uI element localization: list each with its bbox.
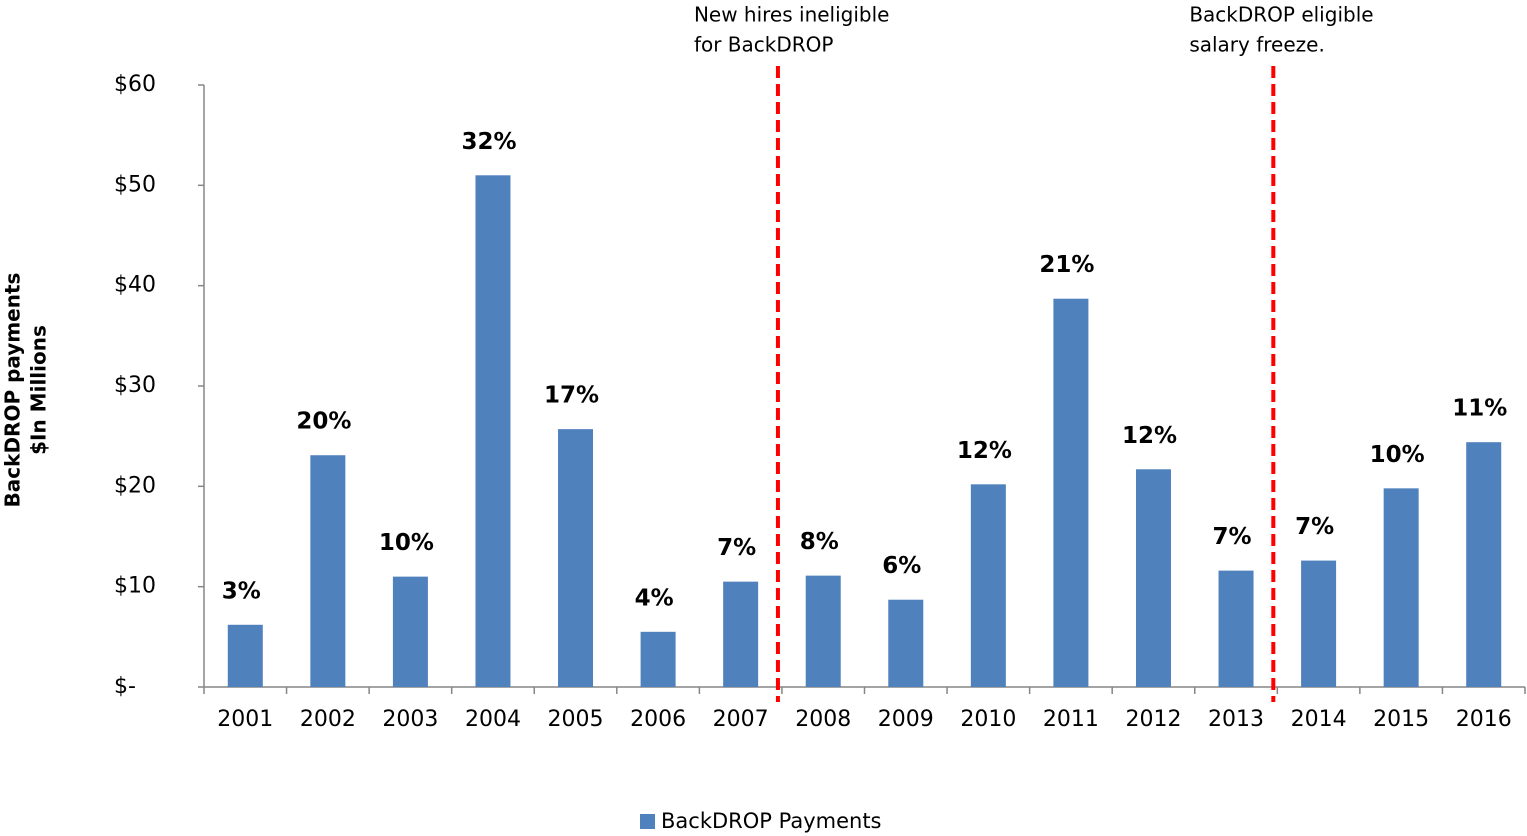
x-tick-label: 2014 xyxy=(1291,707,1347,732)
bar xyxy=(1301,560,1337,687)
bar-label: 11% xyxy=(1452,396,1507,422)
bar xyxy=(970,484,1006,687)
y-axis-label: $In Millions xyxy=(27,325,51,455)
bar-label: 12% xyxy=(1122,423,1177,449)
y-tick-label: $20 xyxy=(114,473,156,498)
bar xyxy=(1218,570,1254,687)
y-tick-label: $- xyxy=(114,674,136,699)
bar-label: 10% xyxy=(1370,442,1425,468)
x-tick-label: 2003 xyxy=(382,707,438,732)
x-tick-label: 2004 xyxy=(465,707,521,732)
bar xyxy=(640,631,676,687)
annotation-text: New hires ineligible xyxy=(694,3,890,27)
legend-swatch xyxy=(640,814,655,829)
bar xyxy=(1053,298,1089,687)
bar xyxy=(392,576,428,687)
legend-label: BackDROP Payments xyxy=(661,809,882,833)
bar-label: 6% xyxy=(882,553,921,579)
bar-label: 7% xyxy=(1295,514,1334,540)
x-tick-label: 2016 xyxy=(1456,707,1512,732)
bar xyxy=(227,624,263,687)
y-tick-label: $40 xyxy=(114,273,156,298)
x-tick-label: 2013 xyxy=(1208,707,1264,732)
bar-label: 10% xyxy=(379,530,434,556)
x-tick-label: 2015 xyxy=(1373,707,1429,732)
bar xyxy=(1383,488,1419,687)
bar-label: 4% xyxy=(635,585,674,611)
bar-label: 12% xyxy=(957,438,1012,464)
y-tick-label: $50 xyxy=(114,172,156,197)
x-tick-label: 2005 xyxy=(548,707,604,732)
bar-label: 8% xyxy=(800,529,839,555)
bar xyxy=(1466,442,1502,687)
bar xyxy=(558,429,594,687)
bar xyxy=(475,175,511,688)
x-tick-label: 2009 xyxy=(878,707,934,732)
y-tick-label: $60 xyxy=(114,72,156,97)
y-axis-label: BackDROP payments xyxy=(1,273,25,508)
bar-label: 7% xyxy=(1213,524,1252,550)
y-tick-label: $10 xyxy=(114,574,156,599)
bar xyxy=(888,599,924,687)
y-tick-label: $30 xyxy=(114,373,156,398)
x-tick-label: 2008 xyxy=(795,707,851,732)
bar xyxy=(1135,469,1171,687)
x-tick-label: 2012 xyxy=(1125,707,1181,732)
x-tick-label: 2006 xyxy=(630,707,686,732)
bar xyxy=(723,581,759,687)
bar-label: 21% xyxy=(1039,252,1094,278)
bar xyxy=(805,575,841,687)
bar-label: 3% xyxy=(222,578,261,604)
x-tick-label: 2010 xyxy=(960,707,1016,732)
bar-label: 20% xyxy=(296,409,351,435)
bar-label: 17% xyxy=(544,383,599,409)
annotation-text: salary freeze. xyxy=(1189,33,1325,57)
x-tick-label: 2007 xyxy=(713,707,769,732)
bar xyxy=(310,455,346,687)
x-tick-label: 2001 xyxy=(217,707,273,732)
x-tick-label: 2002 xyxy=(300,707,356,732)
annotation-text: BackDROP eligible xyxy=(1189,3,1373,27)
x-tick-label: 2011 xyxy=(1043,707,1099,732)
bar-label: 32% xyxy=(461,129,516,155)
bar-label: 7% xyxy=(717,535,756,561)
annotation-text: for BackDROP xyxy=(694,33,834,57)
